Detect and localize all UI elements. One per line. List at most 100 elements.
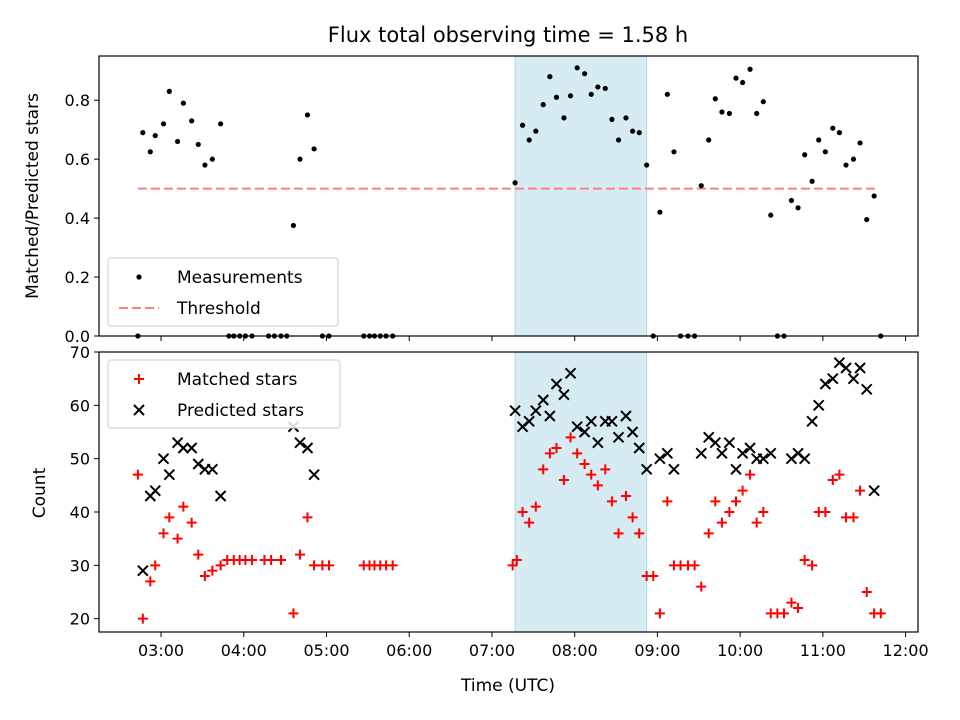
- predicted-star-point: [798, 452, 811, 465]
- matched-star-point: [199, 571, 210, 581]
- measurement-point: [623, 115, 629, 121]
- matched-star-point: [186, 517, 197, 528]
- bottom-legend: Matched stars Predicted stars: [107, 359, 341, 429]
- matched-star-point: [827, 475, 838, 485]
- predicted-star-point: [709, 436, 722, 449]
- measurement-point: [180, 100, 186, 106]
- matched-star-point: [150, 560, 161, 571]
- predicted-star-point: [308, 468, 320, 481]
- measurement-point: [290, 222, 297, 229]
- matched-star-point: [875, 608, 886, 619]
- matched-star-point: [586, 469, 597, 480]
- matched-star-point: [551, 443, 562, 453]
- matched-star-point: [207, 565, 218, 576]
- matched-star-point: [544, 448, 555, 459]
- measurement-point: [567, 93, 574, 99]
- predicted-star-point: [806, 415, 818, 428]
- matched-star-point: [634, 528, 645, 539]
- measurement-point: [726, 110, 732, 117]
- predicted-star-point: [523, 415, 535, 428]
- matched-star-point: [137, 613, 148, 624]
- matched-star-point: [145, 576, 156, 587]
- bottom-x-tick-label: 08:00: [552, 641, 598, 660]
- predicted-star-point: [744, 442, 756, 454]
- measurement-point: [719, 109, 725, 115]
- measurement-point: [636, 130, 642, 136]
- measurement-point: [657, 209, 663, 215]
- measurement-point: [526, 137, 532, 143]
- top-y-tick-label: 0.6: [65, 150, 90, 169]
- matched-star-point: [178, 501, 189, 512]
- predicted-star-point: [847, 372, 860, 385]
- measurement-point: [788, 197, 795, 204]
- matched-star-point: [799, 555, 810, 565]
- predicted-star-point: [840, 362, 852, 374]
- matched-star-point: [662, 496, 673, 507]
- top-observing-span: [514, 55, 648, 337]
- measurement-point: [574, 65, 580, 71]
- matched-star-point: [507, 560, 518, 571]
- matched-star-point: [861, 587, 872, 597]
- measurement-point: [512, 180, 518, 186]
- predicted-star-point: [571, 420, 583, 433]
- matched-star-point: [524, 517, 535, 528]
- predicted-star-point: [633, 442, 645, 454]
- top-plot-area: 0.0 0.2 0.4 0.6 0.8 Measurements Threshold: [65, 55, 919, 346]
- bottom-plot-area: 03:00 04:00 05:00 06:00 07:00 08:00 09:00 10:00…: [70, 343, 929, 660]
- measurement-point: [816, 137, 822, 143]
- matched-star-point: [724, 507, 735, 517]
- predicted-star-point: [592, 436, 604, 449]
- measurement-point: [218, 121, 224, 127]
- measurement-point: [304, 112, 311, 118]
- measurement-point: [747, 66, 753, 72]
- bottom-x-tick-label: 12:00: [883, 641, 929, 660]
- measurement-point: [836, 130, 843, 136]
- predicted-star-point: [301, 442, 314, 454]
- matched-star-point: [572, 448, 583, 459]
- matched-star-point: [848, 512, 859, 523]
- matched-star-point: [511, 555, 522, 565]
- measurement-point: [209, 156, 215, 162]
- bottom-x-tick-label: 09:00: [634, 641, 680, 660]
- figure-title: Flux total observing time = 1.58 h: [328, 23, 688, 47]
- predicted-star-point: [585, 415, 597, 428]
- predicted-star-point: [757, 452, 770, 465]
- matched-star-point: [387, 560, 398, 571]
- bottom-axes-frame: [98, 351, 919, 633]
- measurement-point: [671, 149, 677, 155]
- matched-star-point: [164, 512, 175, 523]
- predicted-star-point: [868, 484, 880, 497]
- measurement-point: [712, 96, 718, 102]
- bottom-x-tick-label: 04:00: [221, 641, 267, 660]
- bottom-y-tick-label: 40: [70, 503, 90, 522]
- measurement-point: [698, 183, 704, 189]
- predicted-star-point: [163, 468, 176, 481]
- top-legend-label: Threshold: [176, 299, 261, 319]
- bottom-x-tick-label: 07:00: [469, 641, 515, 660]
- legend-predicted-marker: [133, 404, 145, 416]
- predicted-star-point: [564, 367, 577, 380]
- measurement-point: [166, 88, 172, 94]
- predicted-star-point: [177, 442, 190, 454]
- measurement-point: [830, 125, 836, 131]
- predicted-star-point: [736, 447, 749, 460]
- top-y-tick-label: 0.0: [65, 327, 90, 346]
- bottom-y-tick-label: 60: [70, 396, 90, 415]
- matched-star-point: [786, 597, 797, 608]
- matched-star-point: [538, 464, 549, 475]
- matched-star-point: [266, 555, 277, 565]
- measurement-point: [809, 178, 815, 184]
- measurement-point: [152, 132, 158, 139]
- measurement-point: [871, 193, 877, 199]
- bottom-legend-label: Matched stars: [177, 370, 297, 390]
- top-axes-frame: [98, 55, 919, 337]
- measurement-point: [864, 216, 870, 223]
- measurement-point: [843, 162, 849, 168]
- measurement-point: [595, 84, 601, 90]
- bottom-legend-box: [107, 359, 341, 429]
- matched-star-point: [276, 555, 286, 565]
- bottom-y-tick-label: 50: [70, 450, 90, 469]
- measurement-point: [561, 115, 567, 121]
- measurement-point: [602, 85, 608, 92]
